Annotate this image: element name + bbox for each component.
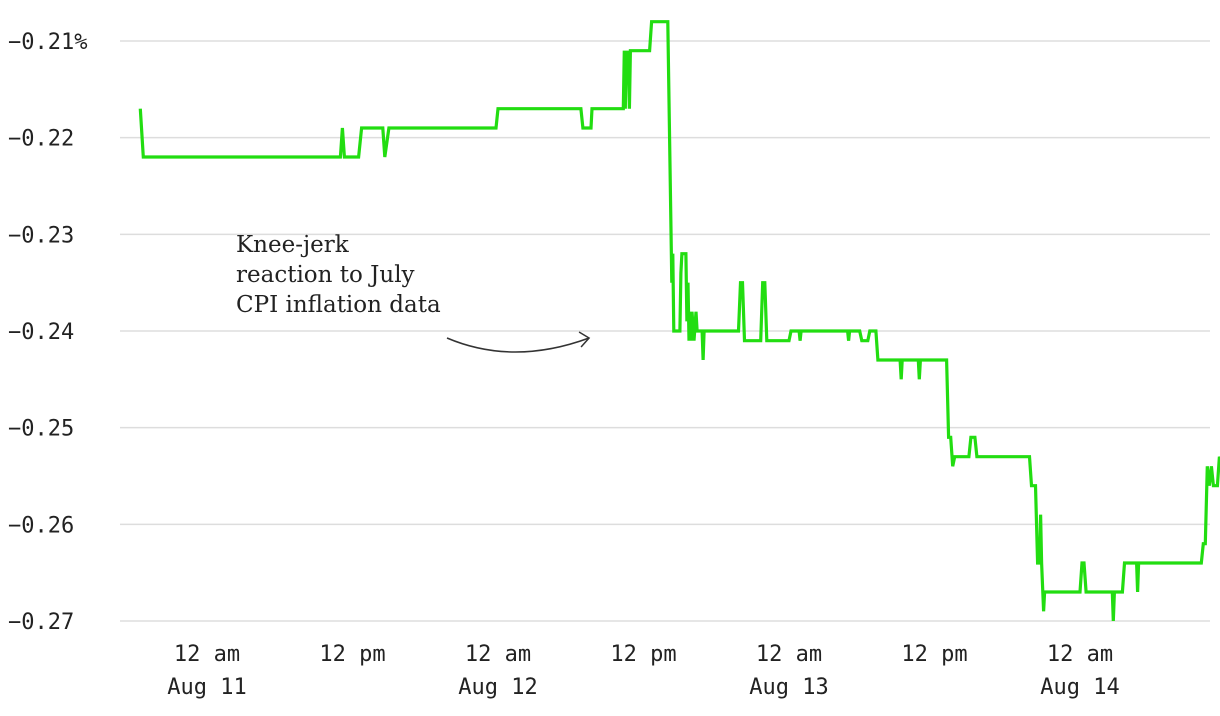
x-tick-label-date: Aug 11 bbox=[167, 675, 246, 700]
x-tick-label-date: Aug 14 bbox=[1040, 675, 1119, 700]
x-tick-label-time: 12 am bbox=[1047, 642, 1113, 667]
y-tick-label: −0.22 bbox=[8, 127, 74, 152]
annotation-layer: Knee-jerk reaction to July CPI inflation d… bbox=[236, 232, 591, 353]
y-axis-tick-labels: −0.21% −0.22 −0.23 −0.24 −0.25 −0.26 −0.27 bbox=[8, 30, 87, 635]
series-layer bbox=[138, 20, 1220, 622]
y-tick-label: −0.23 bbox=[8, 223, 74, 248]
annotation-text-line: reaction to July bbox=[236, 262, 415, 288]
annotation-arrowhead bbox=[578, 331, 591, 348]
gridlines bbox=[120, 40, 1210, 622]
x-tick-label-time: 12 pm bbox=[319, 642, 385, 667]
y-tick-label: −0.26 bbox=[8, 513, 74, 538]
annotation-text-line: Knee-jerk bbox=[236, 232, 350, 258]
x-tick-label-date: Aug 12 bbox=[458, 675, 537, 700]
y-tick-label: −0.21% bbox=[8, 30, 87, 55]
y-tick-label: −0.25 bbox=[8, 417, 74, 442]
annotation-text-line: CPI inflation data bbox=[236, 292, 441, 318]
y-tick-label: −0.24 bbox=[8, 320, 74, 345]
x-tick-label-time: 12 am bbox=[174, 642, 240, 667]
x-tick-label-time: 12 am bbox=[465, 642, 531, 667]
x-tick-label-time: 12 pm bbox=[901, 642, 967, 667]
y-tick-label: −0.27 bbox=[8, 610, 74, 635]
x-tick-label-time: 12 am bbox=[756, 642, 822, 667]
x-axis-tick-labels: 12 am Aug 11 12 pm 12 am Aug 12 12 pm 12 am Aug… bbox=[167, 642, 1119, 700]
x-tick-label-date: Aug 13 bbox=[749, 675, 828, 700]
x-tick-label-time: 12 pm bbox=[610, 642, 676, 667]
annotation-arrow bbox=[446, 337, 590, 353]
series-line bbox=[138, 20, 1220, 622]
